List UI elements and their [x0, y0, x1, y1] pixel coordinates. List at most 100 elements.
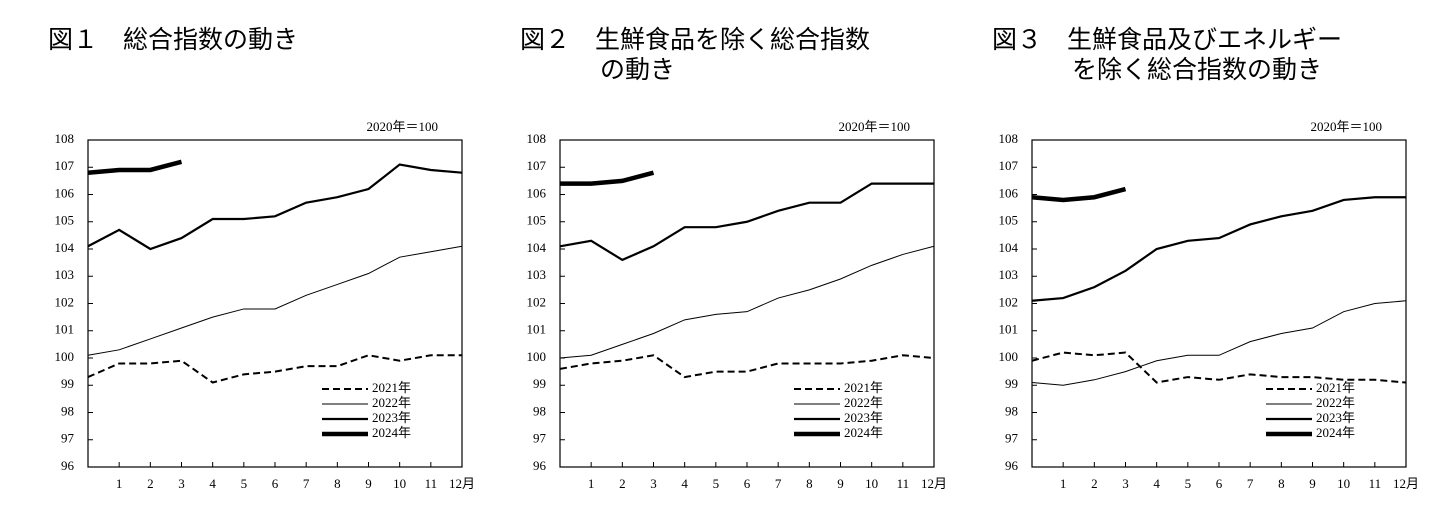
series-line [559, 354, 935, 379]
series-line [1031, 186, 1127, 203]
legend-label: 2024年 [372, 425, 411, 440]
series-line [87, 245, 463, 356]
y-tick-label: 104 [999, 240, 1019, 255]
chart: 図２ 生鮮食品を除く総合指数の動き2020年＝10096979899100101… [520, 26, 947, 491]
legend-label: 2021年 [844, 380, 883, 395]
y-tick-label: 102 [55, 294, 75, 309]
x-tick-label: 5 [241, 476, 248, 491]
y-tick-label: 101 [527, 322, 547, 337]
note: 2020年＝100 [1310, 119, 1382, 134]
note: 2020年＝100 [366, 119, 438, 134]
x-tick-label: 8 [806, 476, 813, 491]
legend-label: 2022年 [1316, 395, 1355, 410]
series-line [1031, 196, 1406, 302]
y-tick-label: 97 [1005, 431, 1019, 446]
x-tick-label: 3 [1122, 476, 1129, 491]
y-tick-label: 99 [61, 376, 74, 391]
y-tick-label: 102 [999, 294, 1019, 309]
y-tick-label: 97 [533, 431, 547, 446]
y-tick-label: 108 [999, 131, 1019, 146]
y-tick-label: 96 [1005, 458, 1019, 473]
x-tick-label: 3 [178, 476, 185, 491]
series-line [559, 245, 935, 359]
x-tick-label: 10 [1337, 476, 1350, 491]
y-tick-label: 102 [527, 294, 547, 309]
legend-label: 2023年 [844, 410, 883, 425]
x-tick-label: 9 [1309, 476, 1316, 491]
x-tick-label: 5 [713, 476, 720, 491]
x-tick-label: 10 [393, 476, 406, 491]
x-tick-label: 7 [775, 476, 782, 491]
x-tick-label: 12月 [921, 476, 947, 491]
legend-label: 2024年 [1316, 425, 1355, 440]
x-tick-label: 9 [837, 476, 844, 491]
y-tick-label: 108 [55, 131, 75, 146]
y-tick-label: 100 [999, 349, 1019, 364]
y-tick-label: 104 [527, 240, 547, 255]
y-tick-label: 106 [999, 185, 1019, 200]
y-tick-label: 96 [61, 458, 75, 473]
legend-label: 2022年 [372, 395, 411, 410]
x-tick-label: 12月 [1393, 476, 1419, 491]
x-tick-label: 5 [1185, 476, 1192, 491]
x-tick-label: 6 [272, 476, 279, 491]
y-tick-label: 105 [55, 213, 75, 228]
x-tick-label: 2 [147, 476, 154, 491]
y-tick-label: 103 [55, 267, 75, 282]
y-tick-label: 100 [527, 349, 547, 364]
y-tick-label: 103 [999, 267, 1019, 282]
legend-label: 2024年 [844, 425, 883, 440]
chart-title: 図２ 生鮮食品を除く総合指数 [520, 26, 870, 54]
x-tick-label: 11 [425, 476, 438, 491]
series-line [560, 170, 655, 186]
chart-title: の動き [600, 56, 675, 84]
x-tick-label: 8 [334, 476, 341, 491]
x-tick-label: 7 [303, 476, 310, 491]
x-tick-label: 9 [365, 476, 372, 491]
y-tick-label: 97 [61, 431, 75, 446]
note: 2020年＝100 [838, 119, 910, 134]
y-tick-label: 101 [55, 322, 75, 337]
legend-label: 2023年 [372, 410, 411, 425]
x-tick-label: 6 [744, 476, 751, 491]
x-tick-label: 2 [1091, 476, 1098, 491]
series-line [1031, 300, 1407, 386]
y-tick-label: 105 [527, 213, 547, 228]
x-tick-label: 12月 [449, 476, 475, 491]
y-tick-label: 100 [55, 349, 75, 364]
y-tick-label: 98 [61, 403, 74, 418]
chart-title: 図１ 総合指数の動き [48, 26, 298, 54]
x-tick-label: 1 [116, 476, 123, 491]
chart-title: を除く総合指数の動き [1072, 56, 1322, 84]
x-tick-label: 7 [1247, 476, 1254, 491]
chart: 図３ 生鮮食品及びエネルギーを除く総合指数の動き2020年＝1009697989… [992, 26, 1419, 491]
x-tick-label: 10 [865, 476, 878, 491]
legend-label: 2022年 [844, 395, 883, 410]
y-tick-label: 98 [533, 403, 546, 418]
x-tick-label: 11 [897, 476, 910, 491]
y-tick-label: 96 [533, 458, 547, 473]
x-tick-label: 1 [588, 476, 595, 491]
chart: 図１ 総合指数の動き2020年＝100969798991001011021031… [48, 26, 475, 491]
series-line [559, 182, 934, 262]
x-tick-label: 8 [1278, 476, 1285, 491]
x-tick-label: 1 [1060, 476, 1067, 491]
y-tick-label: 106 [55, 185, 75, 200]
series-line [87, 159, 183, 175]
x-tick-label: 3 [650, 476, 657, 491]
y-tick-label: 108 [527, 131, 547, 146]
chart-title: 図３ 生鮮食品及びエネルギー [992, 26, 1342, 54]
x-tick-label: 11 [1369, 476, 1382, 491]
legend-label: 2021年 [1316, 380, 1355, 395]
y-tick-label: 107 [999, 158, 1019, 173]
series-line [87, 163, 463, 251]
x-tick-label: 4 [209, 476, 216, 491]
y-tick-label: 106 [527, 185, 547, 200]
y-tick-label: 107 [527, 158, 547, 173]
series-line [87, 354, 462, 384]
y-tick-label: 105 [999, 213, 1019, 228]
y-tick-label: 98 [1005, 403, 1018, 418]
legend-label: 2021年 [372, 380, 411, 395]
y-tick-label: 99 [1005, 376, 1018, 391]
